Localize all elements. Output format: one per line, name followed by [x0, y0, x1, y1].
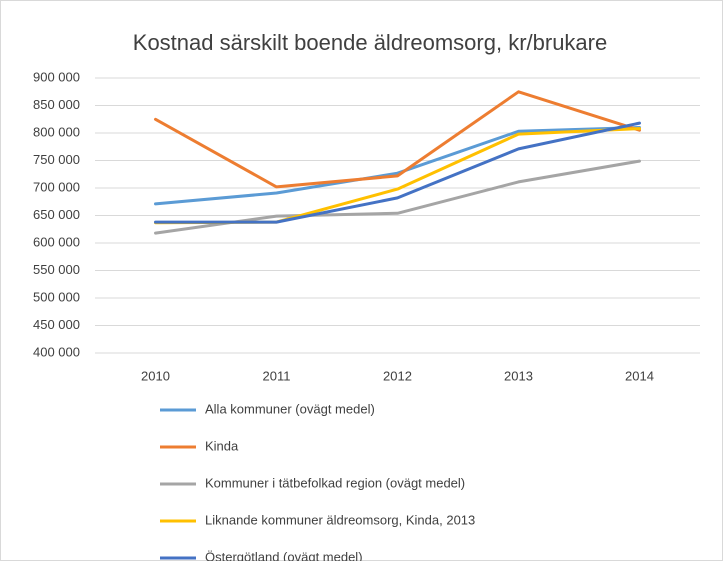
y-tick-label: 750 000	[33, 152, 80, 167]
x-tick-label: 2010	[141, 368, 170, 383]
y-tick-label: 850 000	[33, 97, 80, 112]
legend-label: Östergötland (ovägt medel)	[205, 549, 363, 561]
series-line	[154, 126, 641, 206]
chart-title: Kostnad särskilt boende äldreomsorg, kr/…	[133, 30, 607, 55]
y-tick-label: 600 000	[33, 234, 80, 249]
x-tick-label: 2012	[383, 368, 412, 383]
series-line	[154, 90, 641, 189]
y-tick-label: 400 000	[33, 344, 80, 359]
y-tick-label: 450 000	[33, 317, 80, 332]
legend-label: Liknande kommuner äldreomsorg, Kinda, 20…	[205, 512, 475, 527]
x-tick-label: 2014	[625, 368, 654, 383]
legend-label: Kinda	[205, 438, 239, 453]
y-tick-label: 900 000	[33, 69, 80, 84]
y-tick-label: 800 000	[33, 124, 80, 139]
series-line	[154, 121, 641, 224]
x-tick-label: 2011	[263, 368, 291, 383]
y-tick-label: 700 000	[33, 179, 80, 194]
legend-label: Kommuner i tätbefolkad region (ovägt med…	[205, 475, 465, 490]
y-tick-label: 550 000	[33, 262, 80, 277]
y-tick-label: 500 000	[33, 289, 80, 304]
legend-label: Alla kommuner (ovägt medel)	[205, 401, 375, 416]
y-tick-label: 650 000	[33, 207, 80, 222]
x-tick-label: 2013	[504, 368, 533, 383]
